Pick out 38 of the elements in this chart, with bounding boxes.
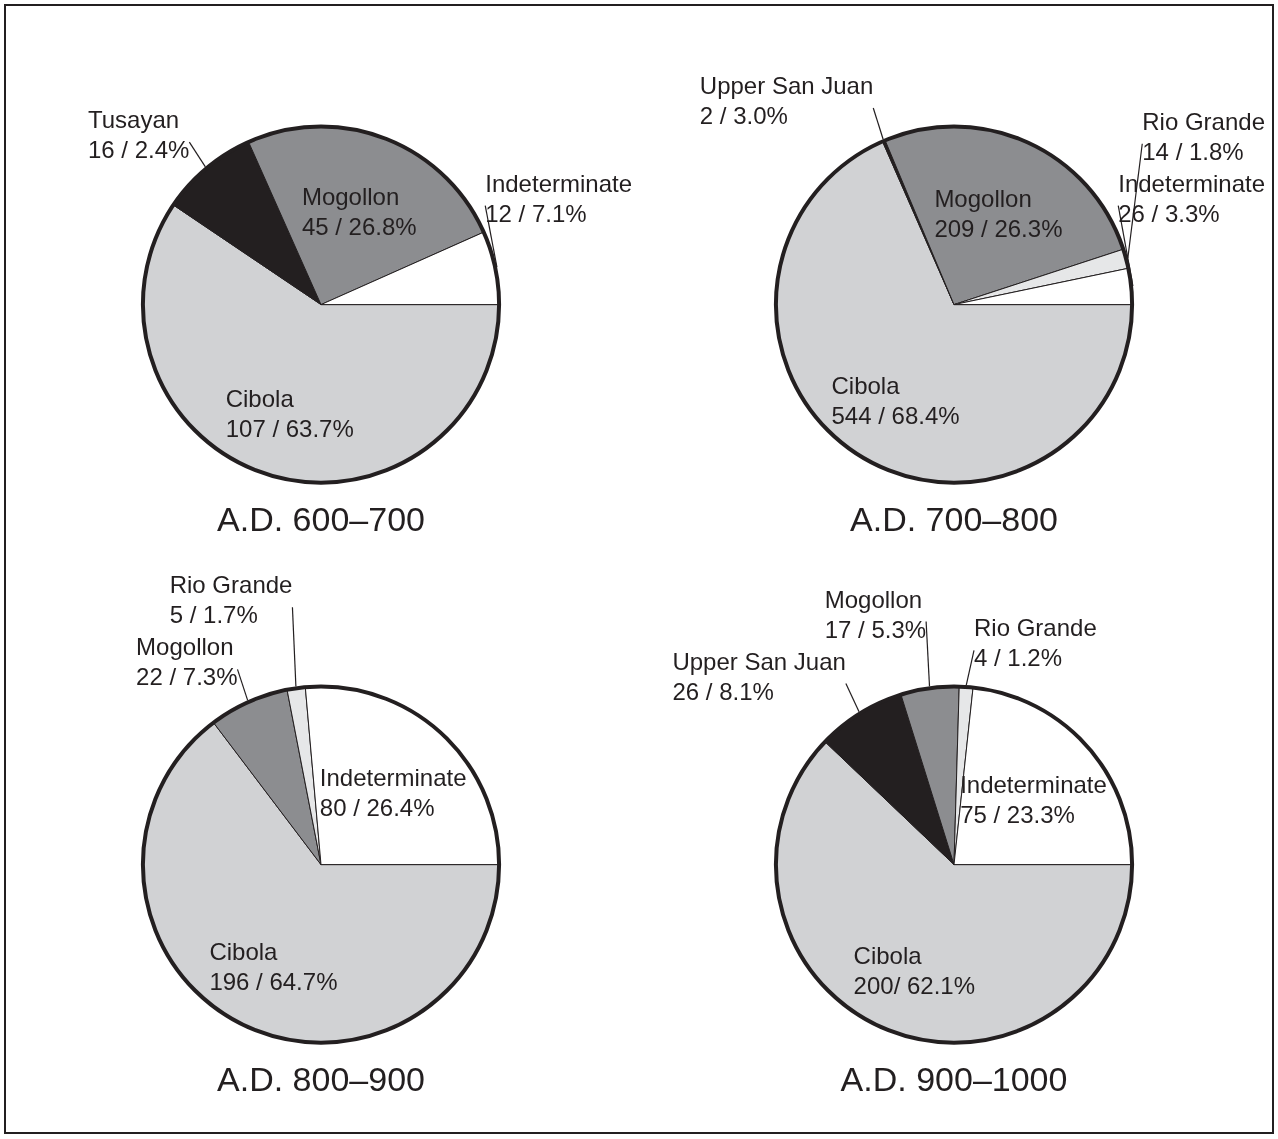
slice-label: Mogollon <box>824 585 923 613</box>
slice-label: Cibola <box>225 384 295 412</box>
data-label: 5 / 1.7% <box>169 601 258 629</box>
data-label: 14 / 1.8% <box>1142 137 1244 165</box>
data-label: 80 / 26.4% <box>319 793 435 821</box>
text: A.D. 900–1000 <box>840 1059 1068 1098</box>
slice-label: Mogollon <box>301 182 400 210</box>
slice-label: Cibola <box>831 372 901 400</box>
data-label: 4 / 1.2% <box>974 644 1063 672</box>
data-label: 75 / 23.3% <box>960 801 1075 829</box>
slice-label: Mogollon <box>934 185 1032 213</box>
slice-label: Cibola <box>209 938 279 966</box>
text: A.D. 700–800 <box>850 499 1058 538</box>
data-label: 544 / 68.4% <box>831 402 960 430</box>
slice-label: Indeterminate <box>960 771 1107 799</box>
text: A.D. 800–900 <box>217 1059 425 1098</box>
slice-label: Indeterminate <box>485 169 633 197</box>
data-label: 12 / 7.1% <box>485 199 587 227</box>
slice-label: Rio Grande <box>1142 107 1265 135</box>
data-label: 16 / 2.4% <box>87 136 190 164</box>
text: A.D. 600–700 <box>217 499 425 538</box>
slice-label: Upper San Juan <box>699 71 874 99</box>
data-label: 17 / 5.3% <box>824 615 927 643</box>
data-label: 107 / 63.7% <box>225 414 354 442</box>
data-label: 196 / 64.7% <box>209 968 338 996</box>
slice-label: Indeterminate <box>319 763 467 791</box>
data-label: 22 / 7.3% <box>136 663 238 691</box>
slice-label: Mogollon <box>136 633 234 661</box>
data-label: 2 / 3.0% <box>699 101 788 129</box>
slice-label: Tusayan <box>87 106 180 134</box>
slice-label: Cibola <box>853 941 923 969</box>
slice-label: Upper San Juan <box>672 647 846 675</box>
slice-label: Rio Grande <box>169 571 293 599</box>
data-label: 45 / 26.8% <box>301 212 417 240</box>
data-label: 200/ 62.1% <box>853 971 976 999</box>
slice-label: Rio Grande <box>974 614 1097 642</box>
data-label: 26 / 8.1% <box>672 677 774 705</box>
data-label: 209 / 26.3% <box>934 215 1063 243</box>
